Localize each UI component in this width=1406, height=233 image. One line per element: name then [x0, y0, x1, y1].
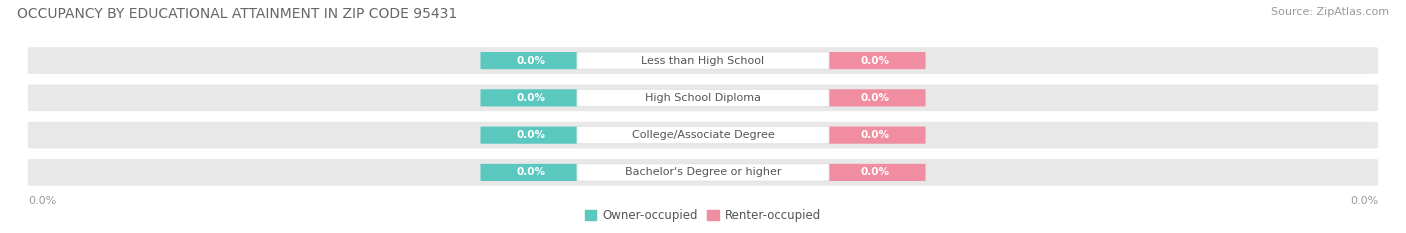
Text: OCCUPANCY BY EDUCATIONAL ATTAINMENT IN ZIP CODE 95431: OCCUPANCY BY EDUCATIONAL ATTAINMENT IN Z…: [17, 7, 457, 21]
FancyBboxPatch shape: [576, 52, 830, 69]
FancyBboxPatch shape: [481, 52, 581, 69]
FancyBboxPatch shape: [825, 127, 925, 144]
FancyBboxPatch shape: [481, 164, 581, 181]
Text: 0.0%: 0.0%: [28, 195, 56, 206]
Text: 0.0%: 0.0%: [516, 168, 546, 177]
FancyBboxPatch shape: [576, 89, 830, 106]
Text: 0.0%: 0.0%: [860, 130, 890, 140]
FancyBboxPatch shape: [28, 159, 1378, 186]
Text: 0.0%: 0.0%: [860, 168, 890, 177]
FancyBboxPatch shape: [576, 127, 830, 144]
FancyBboxPatch shape: [481, 127, 581, 144]
Text: 0.0%: 0.0%: [516, 130, 546, 140]
Text: 0.0%: 0.0%: [860, 93, 890, 103]
FancyBboxPatch shape: [825, 164, 925, 181]
Legend: Owner-occupied, Renter-occupied: Owner-occupied, Renter-occupied: [579, 205, 827, 227]
Text: College/Associate Degree: College/Associate Degree: [631, 130, 775, 140]
FancyBboxPatch shape: [576, 164, 830, 181]
Text: Bachelor's Degree or higher: Bachelor's Degree or higher: [624, 168, 782, 177]
Text: Source: ZipAtlas.com: Source: ZipAtlas.com: [1271, 7, 1389, 17]
Text: 0.0%: 0.0%: [1350, 195, 1378, 206]
FancyBboxPatch shape: [825, 89, 925, 106]
FancyBboxPatch shape: [28, 85, 1378, 111]
FancyBboxPatch shape: [28, 122, 1378, 148]
FancyBboxPatch shape: [825, 52, 925, 69]
Text: Less than High School: Less than High School: [641, 56, 765, 65]
Text: 0.0%: 0.0%: [516, 93, 546, 103]
Text: 0.0%: 0.0%: [860, 56, 890, 65]
FancyBboxPatch shape: [28, 47, 1378, 74]
Text: 0.0%: 0.0%: [516, 56, 546, 65]
Text: High School Diploma: High School Diploma: [645, 93, 761, 103]
FancyBboxPatch shape: [481, 89, 581, 106]
